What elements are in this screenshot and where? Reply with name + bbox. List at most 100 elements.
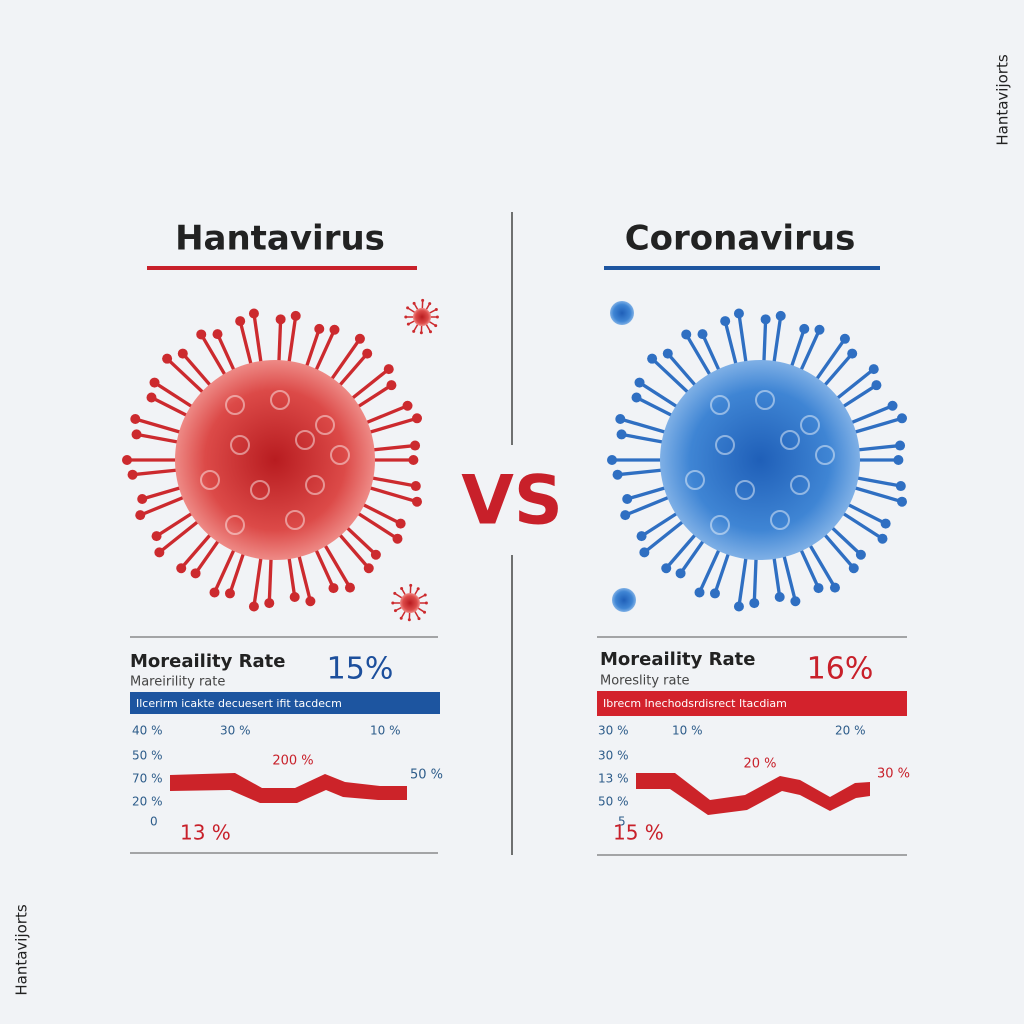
virus-spot bbox=[225, 395, 245, 415]
virus-spot bbox=[815, 445, 835, 465]
spike-tip bbox=[897, 496, 908, 507]
sub-label: Mareirility rate bbox=[130, 675, 225, 690]
spike-tip bbox=[887, 400, 898, 411]
spike-tip bbox=[424, 601, 428, 605]
spike-tip bbox=[895, 440, 906, 451]
spike-tip bbox=[370, 549, 381, 560]
spike-tip bbox=[386, 380, 397, 391]
virus-spot bbox=[710, 395, 730, 415]
spike-tip bbox=[897, 413, 908, 424]
spike-tip bbox=[434, 324, 438, 328]
spike-tip bbox=[224, 588, 235, 599]
spike-tip bbox=[607, 455, 617, 465]
spike-tip bbox=[362, 348, 373, 359]
spike-tip bbox=[434, 307, 438, 311]
spike-tip bbox=[151, 531, 162, 542]
spike-tip bbox=[639, 547, 650, 558]
spike-tip bbox=[636, 531, 647, 542]
spike-tip bbox=[314, 323, 325, 334]
spike-tip bbox=[790, 596, 801, 607]
stat-label: Moreaility Rate bbox=[600, 649, 755, 670]
spike-tip bbox=[615, 413, 626, 424]
column-label: 50 % bbox=[598, 795, 629, 809]
spike-tip bbox=[419, 331, 423, 335]
panel-title: Coronavirus bbox=[625, 219, 856, 259]
vs-label: VS bbox=[461, 462, 563, 541]
spike-tip bbox=[423, 593, 427, 597]
spike-tip bbox=[775, 310, 786, 321]
spike-tip bbox=[814, 324, 825, 335]
spike-tip bbox=[410, 481, 421, 492]
virus-spot bbox=[295, 430, 315, 450]
spike-tip bbox=[880, 518, 891, 529]
line-label: 20 % bbox=[743, 757, 776, 772]
spike-tip bbox=[871, 380, 882, 391]
virus-spot bbox=[230, 435, 250, 455]
spike-tip bbox=[417, 617, 421, 621]
row-label: 40 % bbox=[132, 724, 163, 738]
virus-body bbox=[175, 360, 375, 560]
stat-value: 16% bbox=[807, 652, 874, 687]
spike-tip bbox=[137, 493, 148, 504]
virus-spot bbox=[250, 480, 270, 500]
virus-spot bbox=[225, 515, 245, 535]
spike-tip bbox=[122, 455, 132, 465]
spike-tip bbox=[694, 587, 705, 598]
banner bbox=[130, 692, 440, 714]
panel: Hantavirus Moreaility Rate 15% Mareirili… bbox=[130, 219, 443, 854]
virus-spot bbox=[715, 435, 735, 455]
spike-tip bbox=[149, 377, 160, 388]
spike-tip bbox=[847, 348, 858, 359]
trend-shape bbox=[636, 773, 870, 815]
virus-spot bbox=[330, 445, 350, 465]
stat-value: 15% bbox=[327, 652, 394, 687]
virus-body bbox=[413, 308, 431, 326]
spike-tip bbox=[760, 314, 771, 325]
spike-tip bbox=[720, 316, 731, 327]
spike-tip bbox=[661, 563, 672, 574]
spike-tip bbox=[749, 598, 760, 609]
spike-tip bbox=[409, 583, 413, 587]
virus-spot bbox=[780, 430, 800, 450]
virus-spot bbox=[305, 475, 325, 495]
spike-tip bbox=[146, 392, 157, 403]
spike-tip bbox=[406, 322, 410, 326]
spike-tip bbox=[410, 440, 421, 451]
spike-tip bbox=[631, 392, 642, 403]
spike-tip bbox=[395, 518, 406, 529]
spike-tip bbox=[622, 493, 633, 504]
spike-tip bbox=[212, 329, 223, 340]
column-label: 70 % bbox=[132, 772, 163, 786]
spike-tip bbox=[675, 568, 686, 579]
row-label: 30 % bbox=[598, 724, 629, 738]
spike-tip bbox=[407, 618, 411, 622]
line-label: 30 % bbox=[877, 767, 910, 782]
virus-body bbox=[660, 360, 860, 560]
illustrations bbox=[122, 298, 908, 622]
line-label: 15 % bbox=[613, 821, 664, 845]
spike-tip bbox=[402, 400, 413, 411]
spike-tip bbox=[392, 533, 403, 544]
virus-body bbox=[400, 593, 420, 613]
spike-tip bbox=[399, 616, 403, 620]
spike-tip bbox=[404, 315, 408, 319]
column-label: 0 bbox=[150, 815, 158, 829]
banner-text: Ibrecm Inechodsrdisrect Itacdiam bbox=[603, 697, 787, 710]
spike-tip bbox=[363, 563, 374, 574]
spike-tip bbox=[421, 298, 425, 302]
spike-tip bbox=[127, 469, 138, 480]
spike-tip bbox=[435, 315, 439, 319]
spike-tip bbox=[190, 568, 201, 579]
spike-tip bbox=[848, 563, 859, 574]
row-label: 30 % bbox=[220, 724, 251, 738]
spike-tip bbox=[428, 302, 432, 306]
line-label: 13 % bbox=[180, 821, 231, 845]
spike-tip bbox=[893, 455, 904, 465]
spike-tip bbox=[131, 429, 142, 440]
sub-label: Moreslity rate bbox=[600, 674, 690, 689]
virus-spot bbox=[755, 390, 775, 410]
spike-tip bbox=[408, 455, 419, 465]
virus-body bbox=[610, 301, 634, 325]
spike-tip bbox=[733, 601, 744, 612]
banner bbox=[597, 691, 907, 716]
